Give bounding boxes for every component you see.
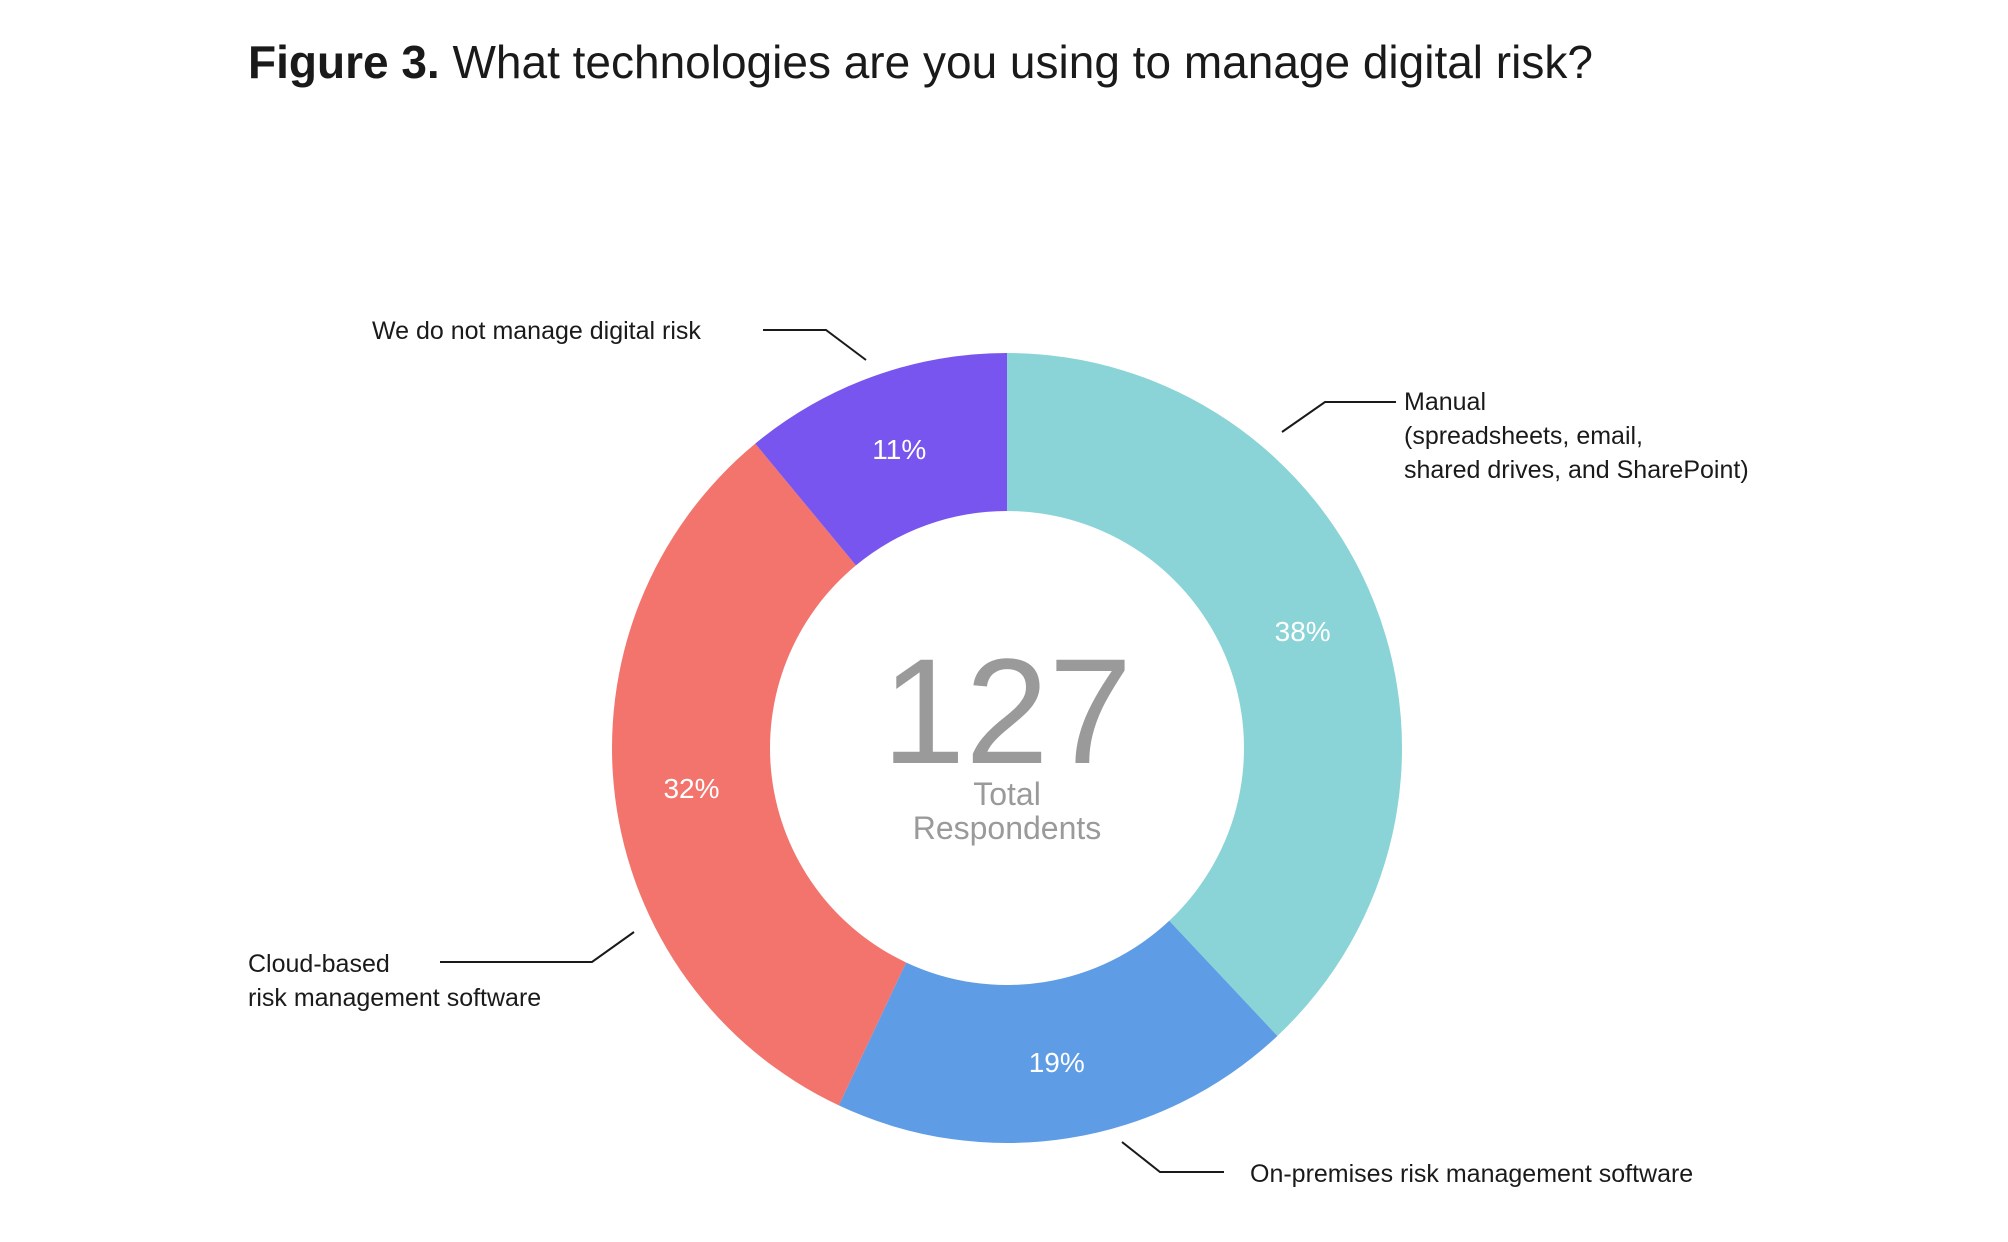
center-label-total: Total <box>973 776 1041 812</box>
slice-percent-label-2: 32% <box>663 773 719 804</box>
chart-title: Figure 3. What technologies are you usin… <box>248 34 1593 90</box>
donut-slice-0 <box>1007 353 1402 1036</box>
leader-line-onprem <box>1121 1141 1224 1173</box>
figure-number: Figure 3. <box>248 36 440 88</box>
leader-line-manual <box>1281 401 1396 433</box>
title-question: What technologies are you using to manag… <box>452 36 1593 88</box>
center-value: 127 <box>882 627 1132 795</box>
label-line: (spreadsheets, email, <box>1404 422 1644 450</box>
label-line: Manual <box>1404 388 1486 416</box>
leader-line-not-manage <box>763 329 867 361</box>
label-line: Cloud-based <box>248 950 390 978</box>
center-label-respondents: Respondents <box>913 810 1102 846</box>
donut-slice-2 <box>611 443 907 1106</box>
legend-label-onprem: On-premises risk management software <box>1250 1157 1693 1191</box>
legend-label-not-manage: We do not manage digital risk <box>372 314 701 348</box>
slice-percent-label-0: 38% <box>1275 616 1331 647</box>
leader-line-cloud <box>440 931 635 963</box>
legend-label-manual: Manual (spreadsheets, email, shared driv… <box>1404 385 1749 487</box>
label-line: risk management software <box>248 984 542 1012</box>
donut-slice-3 <box>755 353 1007 566</box>
slice-percent-label-1: 19% <box>1029 1047 1085 1078</box>
slice-percent-label-3: 11% <box>872 434 926 465</box>
legend-label-cloud: Cloud-based risk management software <box>248 947 541 1015</box>
label-line: shared drives, and SharePoint) <box>1404 456 1749 484</box>
label-line: We do not manage digital risk <box>372 317 701 345</box>
donut-slice-1 <box>838 920 1278 1144</box>
label-line: On-premises risk management software <box>1250 1160 1694 1188</box>
